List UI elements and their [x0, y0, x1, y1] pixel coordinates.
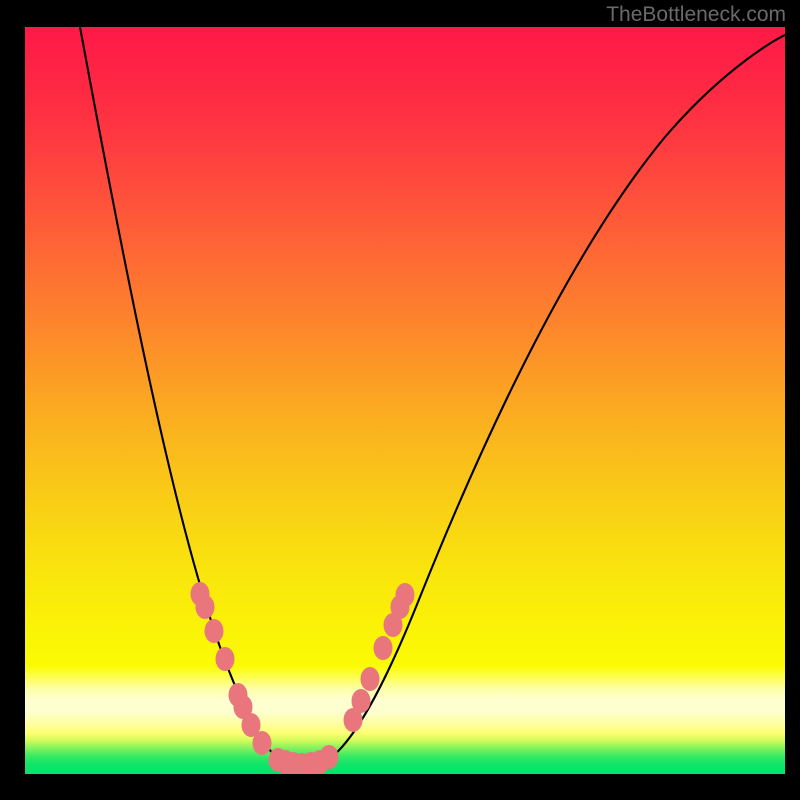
- data-marker: [320, 745, 339, 769]
- data-marker: [352, 689, 371, 713]
- data-marker: [253, 731, 272, 755]
- data-marker: [216, 647, 235, 671]
- data-marker: [396, 583, 415, 607]
- bottleneck-curve: [25, 27, 785, 774]
- curve-left-branch: [80, 27, 292, 764]
- data-marker: [205, 619, 224, 643]
- data-marker: [196, 595, 215, 619]
- marker-cluster-left: [191, 582, 272, 755]
- data-marker: [361, 667, 380, 691]
- marker-cluster-bottom: [269, 745, 339, 774]
- plot-area: [25, 27, 785, 774]
- marker-cluster-right: [344, 583, 415, 732]
- data-marker: [374, 636, 393, 660]
- watermark-text: TheBottleneck.com: [606, 3, 786, 27]
